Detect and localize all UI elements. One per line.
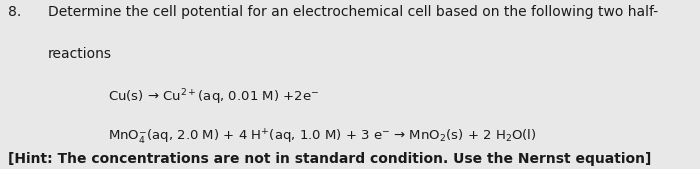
Text: MnO$_4^{-}$(aq, 2.0 M) + 4 H$^{+}$(aq, 1.0 M) + 3 e$^{-}$ → MnO$_2$(s) + 2 H$_2$: MnO$_4^{-}$(aq, 2.0 M) + 4 H$^{+}$(aq, 1… [108, 127, 537, 146]
Text: 8.: 8. [8, 5, 22, 19]
Text: Determine the cell potential for an electrochemical cell based on the following : Determine the cell potential for an elec… [48, 5, 658, 19]
Text: Cu(s) → Cu$^{2+}$(aq, 0.01 M) +2e$^{-}$: Cu(s) → Cu$^{2+}$(aq, 0.01 M) +2e$^{-}$ [108, 88, 319, 107]
Text: reactions: reactions [48, 47, 111, 61]
Text: [Hint: The concentrations are not in standard condition. Use the Nernst equation: [Hint: The concentrations are not in sta… [8, 152, 652, 166]
